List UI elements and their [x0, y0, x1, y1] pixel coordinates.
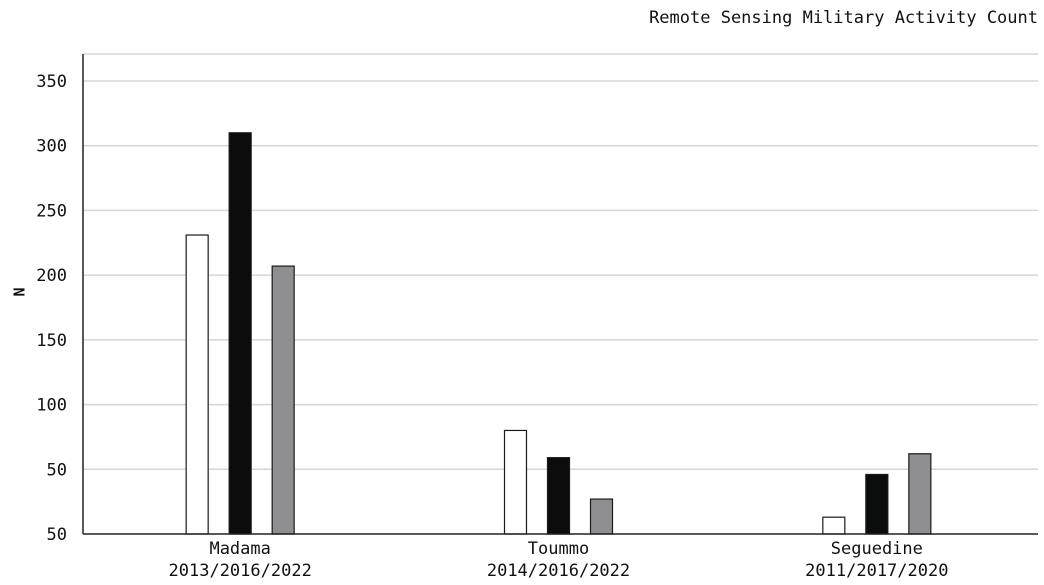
y-tick-label: 250 — [36, 201, 67, 221]
x-tick-label: Madama — [209, 539, 270, 559]
bar-madama-2 — [228, 132, 252, 535]
y-axis-ticks: 50 50 100 150 200 250 300 350 — [36, 72, 67, 545]
x-tick-years: 2013/2016/2022 — [169, 561, 312, 581]
x-tick-label: Seguedine — [831, 539, 923, 559]
bar-toummo-2 — [546, 457, 571, 535]
bar-madama-3 — [271, 265, 295, 535]
bar-seguedine-3 — [908, 453, 932, 535]
y-tick-label: 50 — [47, 525, 67, 545]
bars — [185, 132, 932, 535]
bar-seguedine-1 — [822, 516, 846, 535]
y-axis-label: N — [11, 287, 29, 296]
y-tick-label: 150 — [36, 331, 67, 351]
x-tick-years: 2011/2017/2020 — [805, 561, 948, 581]
y-tick-label: 300 — [36, 137, 67, 157]
bar-toummo-1 — [503, 429, 528, 535]
y-tick-label: 350 — [36, 72, 67, 92]
chart-title: Remote Sensing Military Activity Count — [649, 8, 1038, 28]
y-tick-label: 100 — [36, 396, 67, 416]
x-tick-label: Toummo — [528, 539, 589, 559]
y-tick-label: 50 — [47, 460, 67, 480]
grid-lines — [83, 53, 1038, 471]
bar-seguedine-2 — [865, 473, 889, 535]
y-tick-label: 200 — [36, 266, 67, 286]
bar-madama-1 — [185, 234, 209, 535]
x-tick-years: 2014/2016/2022 — [487, 561, 630, 581]
bar-toummo-3 — [589, 498, 614, 535]
